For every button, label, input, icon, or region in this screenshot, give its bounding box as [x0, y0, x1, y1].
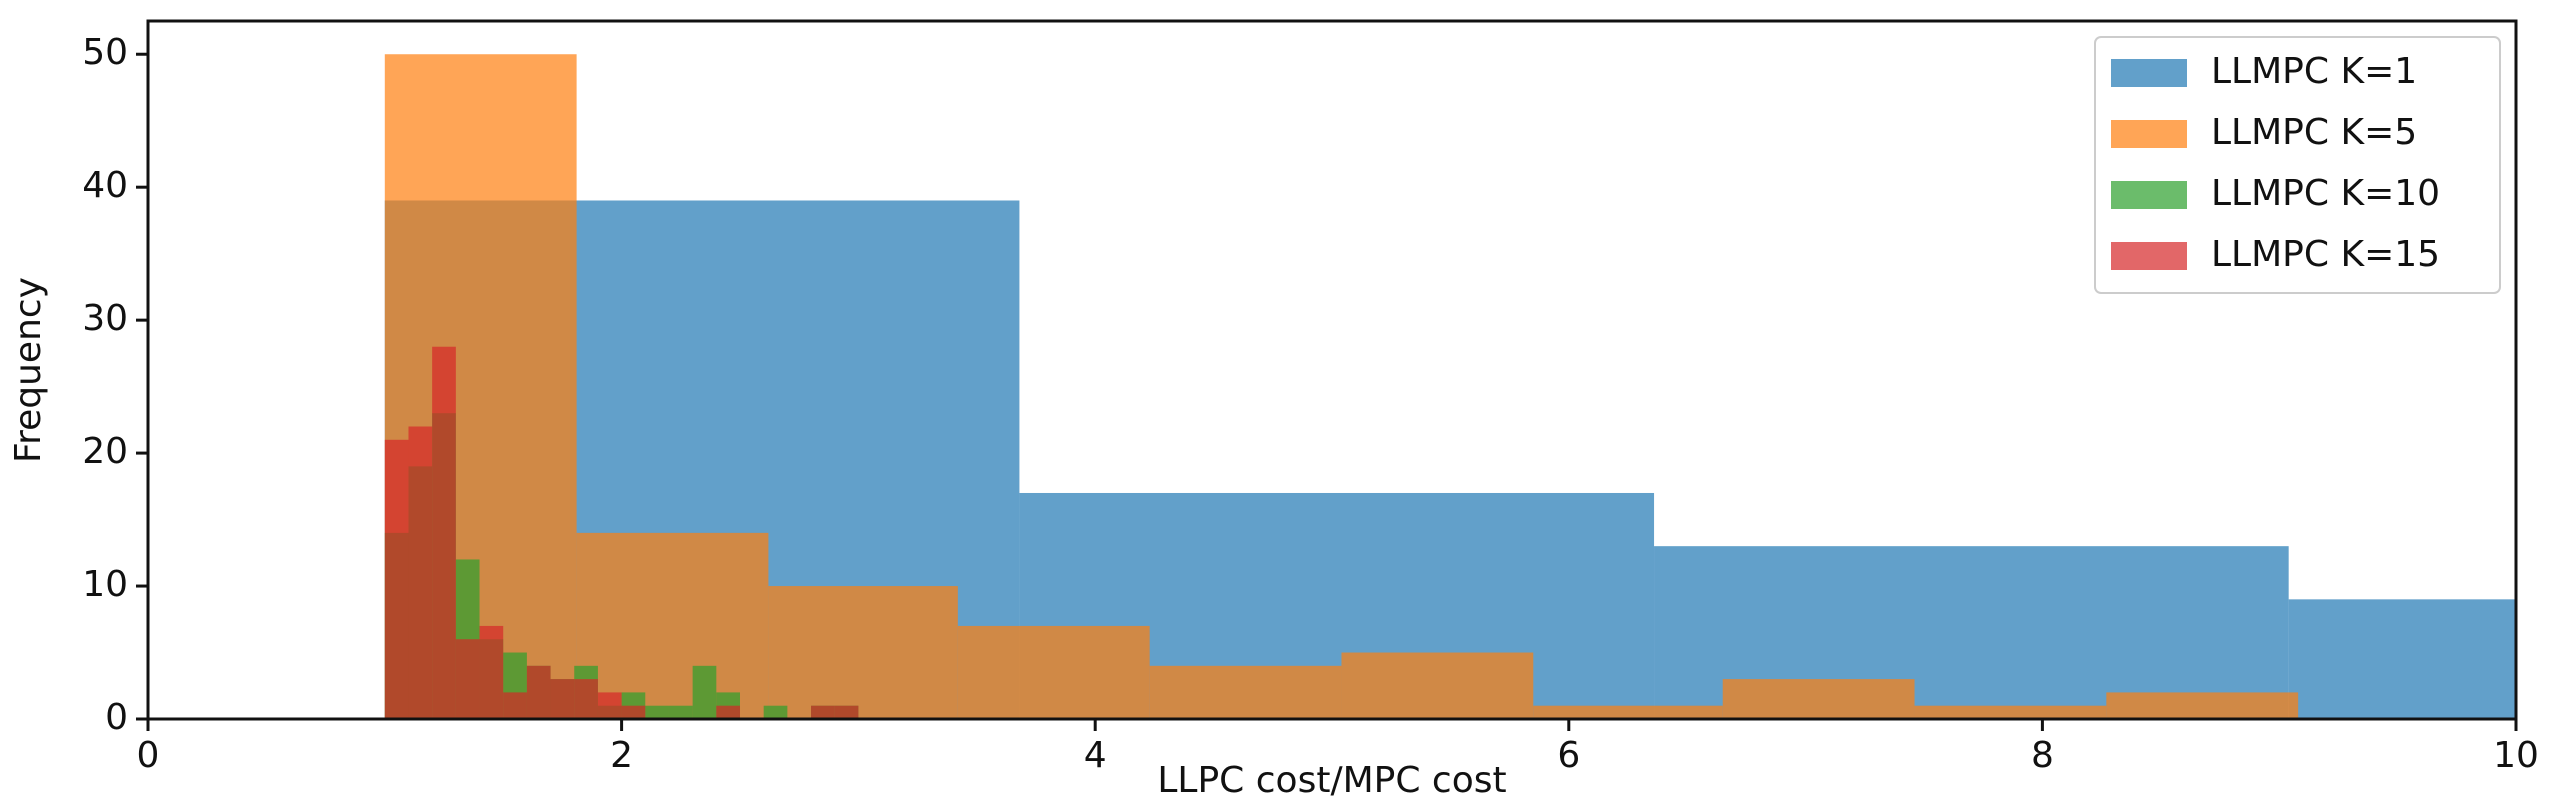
x-axis-label: LLPC cost/MPC cost: [1157, 760, 1506, 801]
axes-frame: [146, 19, 2518, 721]
x-tick-label: 10: [2493, 735, 2539, 776]
histogram-bar: [408, 426, 433, 719]
histogram-bar: [957, 625, 1150, 719]
histogram-bar: [2288, 599, 2516, 719]
y-tick-label: 10: [82, 564, 128, 605]
histogram-bar: [645, 705, 669, 719]
histogram-bar: [384, 439, 409, 719]
histogram-bar: [692, 665, 717, 719]
histogram-bar: [576, 532, 769, 719]
x-tick-label: 2: [610, 735, 633, 776]
histogram-bar: [763, 705, 788, 719]
histogram-bar: [455, 639, 480, 719]
histogram-bar: [1914, 705, 2107, 719]
histogram-bar: [526, 665, 551, 719]
histogram-bar: [1722, 679, 1915, 719]
histogram-bar: [574, 679, 598, 719]
x-tick-label: 0: [137, 735, 160, 776]
histogram-bar: [503, 692, 527, 719]
y-tick-label: 40: [82, 165, 128, 206]
legend-label: LLMPC K=1: [2211, 51, 2417, 92]
histogram-bar: [621, 705, 646, 719]
histogram-bar: [834, 705, 859, 719]
histogram-bar: [550, 679, 575, 719]
legend-swatch: [2111, 59, 2187, 87]
histogram-bar: [811, 705, 835, 719]
y-axis-label: Frequency: [8, 277, 49, 463]
legend-label: LLMPC K=15: [2211, 234, 2440, 275]
histogram-bar: [597, 692, 622, 719]
y-tick-label: 20: [82, 431, 128, 472]
legend-label: LLMPC K=5: [2211, 112, 2417, 153]
histogram-bar: [479, 625, 504, 719]
histogram-bar: [1149, 665, 1342, 719]
legend-swatch: [2111, 242, 2187, 270]
plot-area: [384, 54, 2516, 719]
histogram-bar: [768, 586, 958, 719]
legend-box: [2094, 36, 2501, 294]
x-tick-label: 6: [1557, 735, 1580, 776]
histogram-bar: [2106, 692, 2299, 719]
legend-swatch: [2111, 181, 2187, 209]
histogram-bar: [668, 705, 693, 719]
y-tick-label: 0: [105, 697, 128, 738]
histogram-bar: [1341, 652, 1534, 719]
x-tick-label: 8: [2031, 735, 2054, 776]
legend-label: LLMPC K=10: [2211, 173, 2440, 214]
x-tick-label: 4: [1084, 735, 1107, 776]
legend-swatch: [2111, 120, 2187, 148]
y-tick-label: 50: [82, 32, 128, 73]
histogram-bar: [1533, 705, 1723, 719]
histogram-bar: [432, 346, 456, 719]
y-tick-label: 30: [82, 298, 128, 339]
histogram-bar: [716, 705, 740, 719]
